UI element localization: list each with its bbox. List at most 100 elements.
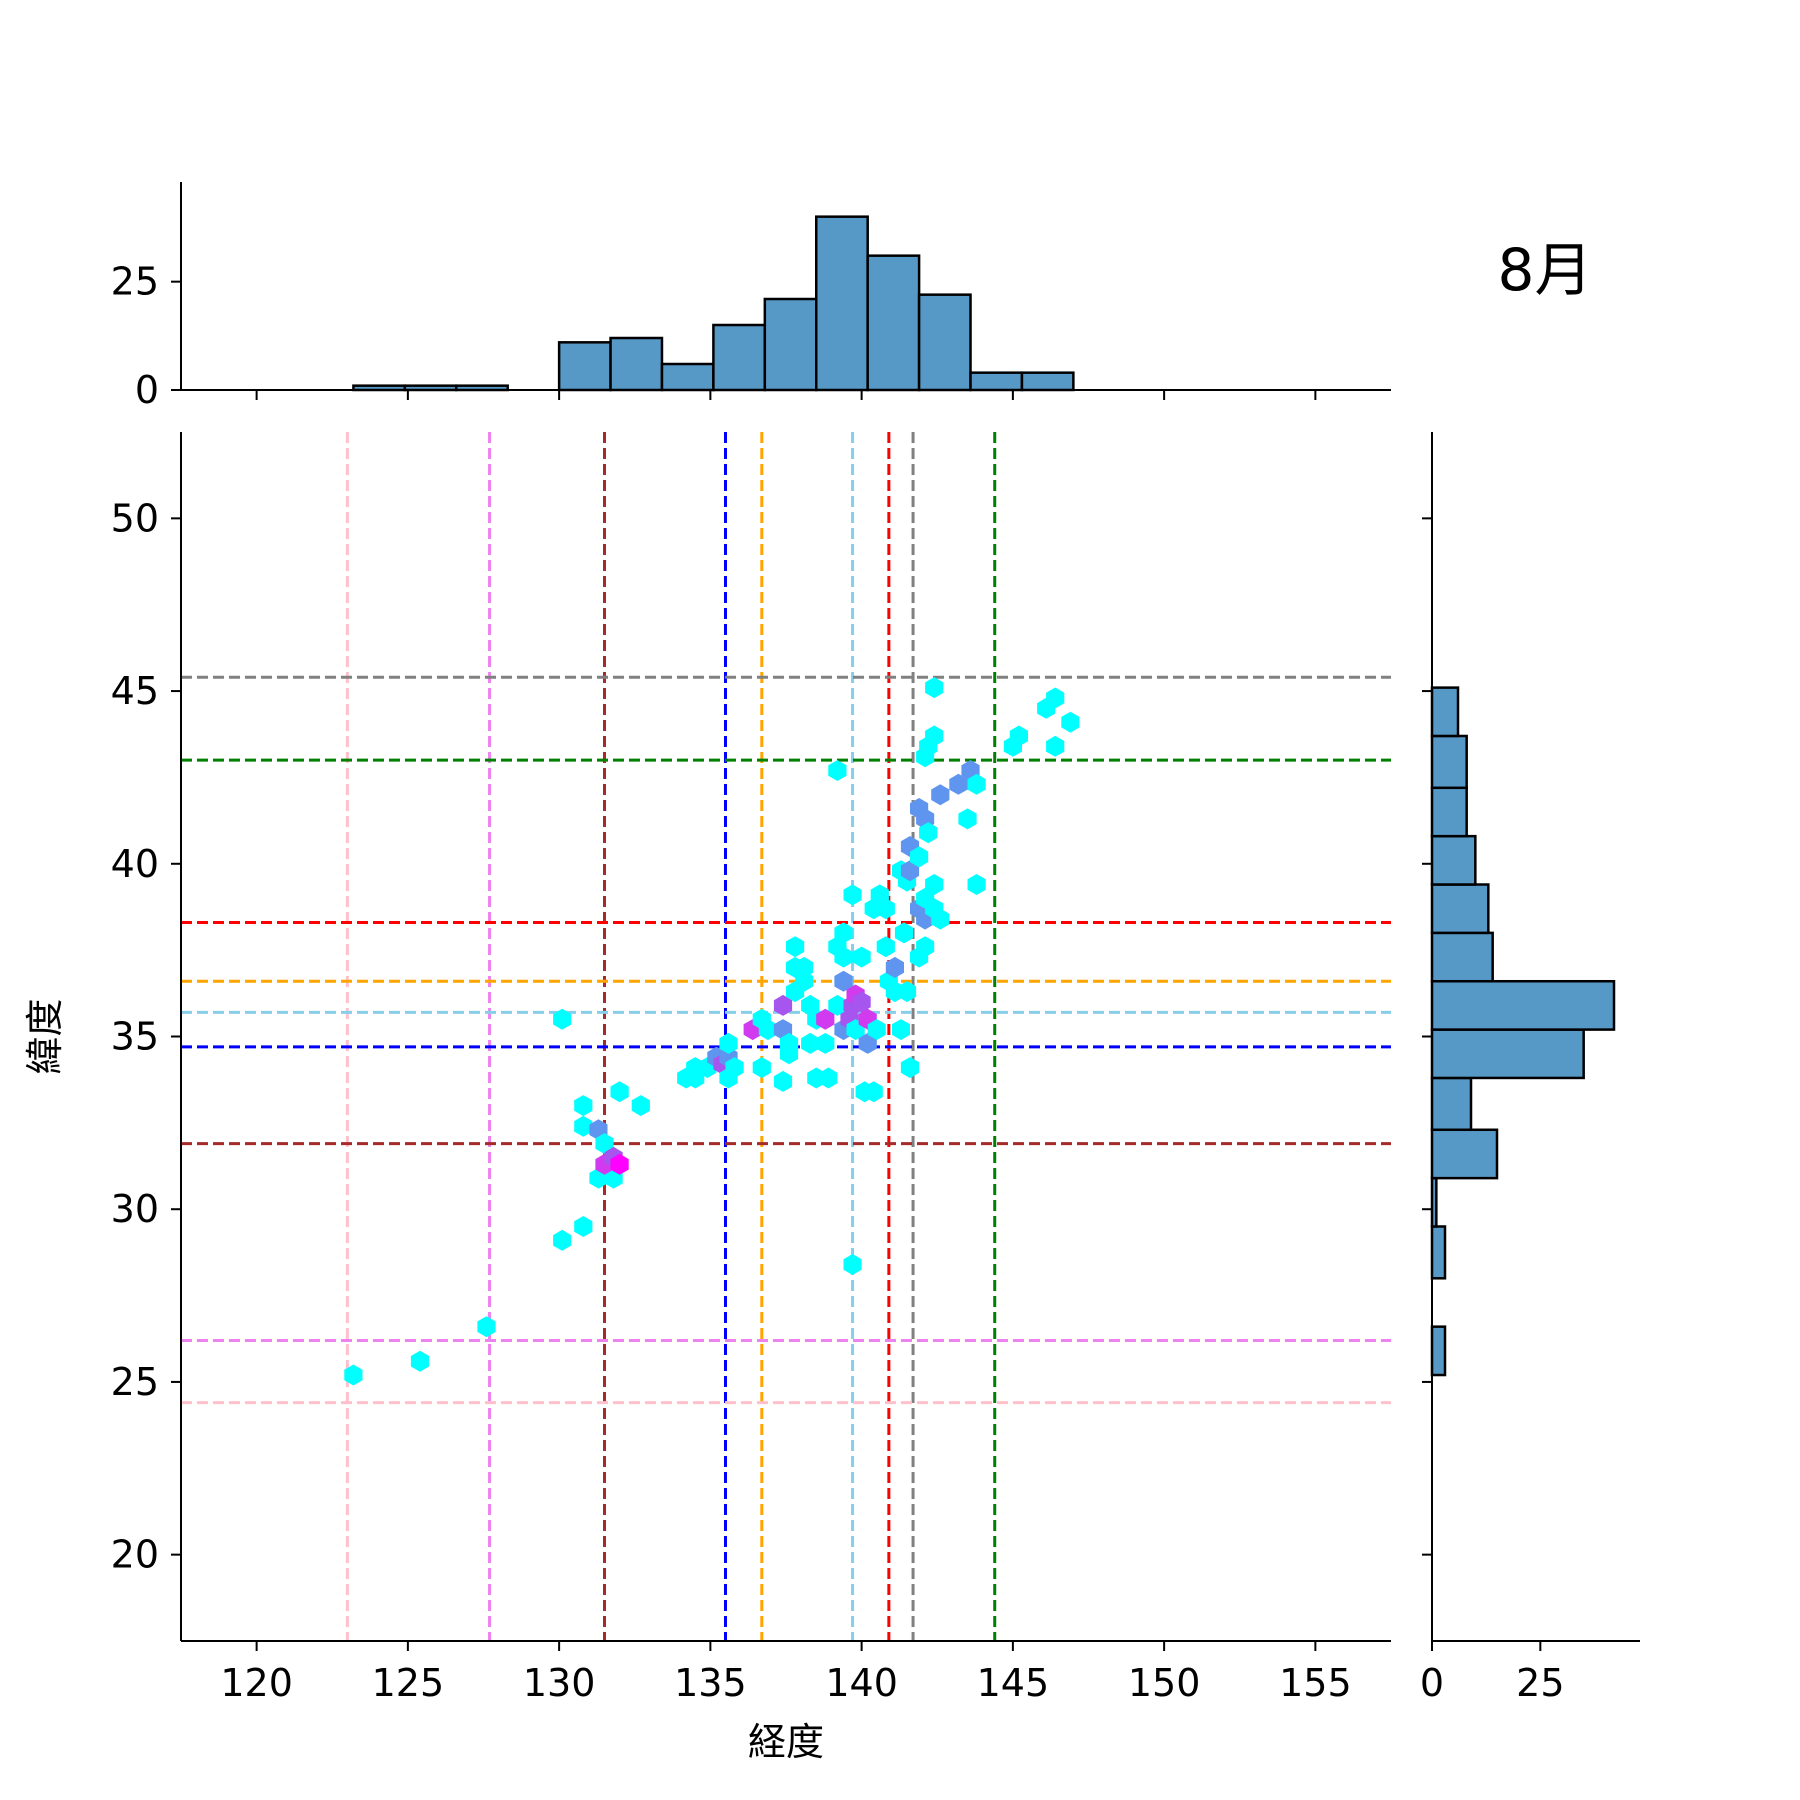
x-histogram-bar: [969, 371, 1024, 392]
hexbin-cell: [610, 1153, 629, 1175]
hexbin-cell: [876, 936, 895, 958]
y-histogram-bar: [1430, 1225, 1447, 1280]
hexbin-cell: [931, 908, 950, 930]
x-histogram-bar: [557, 341, 612, 392]
chart-title: 8月: [1498, 236, 1593, 304]
hexbin-cell: [828, 760, 847, 781]
right-marginal-histogram: [1430, 686, 1616, 1377]
y-histogram-bar: [1430, 1076, 1473, 1132]
hexbin-cell: [876, 898, 895, 920]
hexbin-cell: [967, 874, 986, 895]
hexbin-cell: [834, 922, 853, 944]
hexbin-cell: [553, 1008, 572, 1030]
y-histogram-bar: [1430, 1028, 1585, 1080]
hexbin-cell: [910, 946, 929, 968]
y-histogram-bar: [1430, 786, 1468, 838]
hexbin-cell: [786, 936, 805, 958]
y-histogram-bar: [1430, 686, 1460, 738]
y-histogram-bar: [1430, 931, 1494, 983]
y-tick-label: 35: [111, 1015, 159, 1059]
hexbin-cell: [843, 1254, 862, 1275]
y-tick-label: 50: [111, 496, 159, 540]
right-hist-count-tick-label: 25: [1516, 1661, 1564, 1705]
y-tick-label: 20: [111, 1533, 159, 1577]
hexbin-cell: [795, 970, 814, 992]
top-hist-count-tick-label: 0: [135, 368, 159, 412]
hexbin-cell: [834, 970, 853, 992]
hexbin-cell: [894, 922, 914, 944]
hexbin-cell: [574, 1095, 593, 1117]
hexbin-cell: [885, 956, 904, 978]
y-histogram-bar: [1430, 834, 1477, 886]
y-histogram-bar: [1430, 734, 1468, 790]
hexbin-cell: [773, 994, 793, 1016]
y-tick-label: 40: [111, 842, 159, 886]
hexbin-cell: [719, 1067, 738, 1089]
y-axis-label: 緯度: [23, 998, 67, 1074]
hexbin-cell: [344, 1364, 363, 1386]
y-histogram-bar: [1430, 1325, 1447, 1377]
x-tick-label: 130: [523, 1661, 596, 1705]
hexbin-cell: [477, 1316, 496, 1338]
hexbin-cell: [867, 1019, 886, 1041]
hexbin-cell: [852, 946, 871, 968]
hexbin-cell: [773, 1070, 793, 1092]
x-histogram-bar: [609, 336, 664, 392]
x-tick-label: 125: [372, 1661, 445, 1705]
hexbin-cell: [925, 677, 944, 699]
hexbin-cell: [631, 1095, 650, 1117]
hexbin-cell: [931, 784, 950, 806]
x-histogram-bar: [815, 215, 869, 392]
hexbin-cell: [916, 887, 935, 909]
hexbin-cell: [967, 773, 986, 795]
x-histogram-bar: [712, 323, 767, 392]
x-tick-label: 155: [1279, 1661, 1352, 1705]
hexbin-cell: [900, 1057, 920, 1079]
y-histogram-bar: [1430, 1128, 1499, 1180]
hexbin-cell: [801, 1032, 820, 1054]
top-hist-count-tick-label: 25: [111, 260, 159, 304]
x-tick-label: 120: [220, 1661, 293, 1705]
hexbin-cell: [795, 956, 814, 978]
hexbin-cell: [910, 846, 929, 868]
hexbin-cell: [858, 1032, 877, 1054]
x-tick-label: 145: [977, 1661, 1050, 1705]
x-histogram-bar: [917, 293, 972, 392]
hexbin-cell: [958, 808, 977, 830]
hexbin-cell: [610, 1081, 629, 1103]
hexbin-cell: [919, 822, 938, 844]
hexbin-cell: [553, 1229, 572, 1251]
y-histogram-bar: [1430, 979, 1616, 1031]
right-hist-count-tick-label: 0: [1420, 1661, 1444, 1705]
hexbin-cell: [843, 884, 862, 906]
hexbin-cell: [595, 1133, 614, 1155]
hexbin-cell: [574, 1216, 593, 1237]
y-tick-label: 45: [111, 669, 159, 713]
hexbin-cell: [900, 860, 920, 882]
hexbin-cell: [891, 1019, 910, 1041]
top-marginal-histogram: [352, 215, 1075, 392]
hexbin-cell: [864, 1081, 883, 1103]
x-tick-label: 150: [1128, 1661, 1201, 1705]
hexbin-cell: [925, 725, 944, 747]
hexbin-cell: [752, 1057, 771, 1079]
hexbin-cell: [1061, 711, 1080, 733]
hexbin-cell: [949, 773, 968, 795]
hexbin-cell: [719, 1032, 738, 1054]
x-histogram-bar: [866, 254, 921, 392]
hexbin-cell: [816, 1032, 835, 1054]
hexbin-cell: [925, 874, 944, 895]
hexbin-cell: [897, 981, 917, 1003]
x-histogram-bar: [763, 297, 818, 392]
hexbin-cell: [1046, 735, 1065, 757]
y-tick-label: 25: [111, 1360, 159, 1404]
hexbin-cell: [828, 994, 847, 1016]
hexbin-cell: [758, 1019, 777, 1041]
reference-lines: [181, 432, 1391, 1641]
x-histogram-bar: [1020, 371, 1075, 392]
hexbin-cell: [410, 1350, 430, 1372]
hexbin-cell: [819, 1067, 838, 1089]
y-tick-label: 30: [111, 1187, 159, 1231]
